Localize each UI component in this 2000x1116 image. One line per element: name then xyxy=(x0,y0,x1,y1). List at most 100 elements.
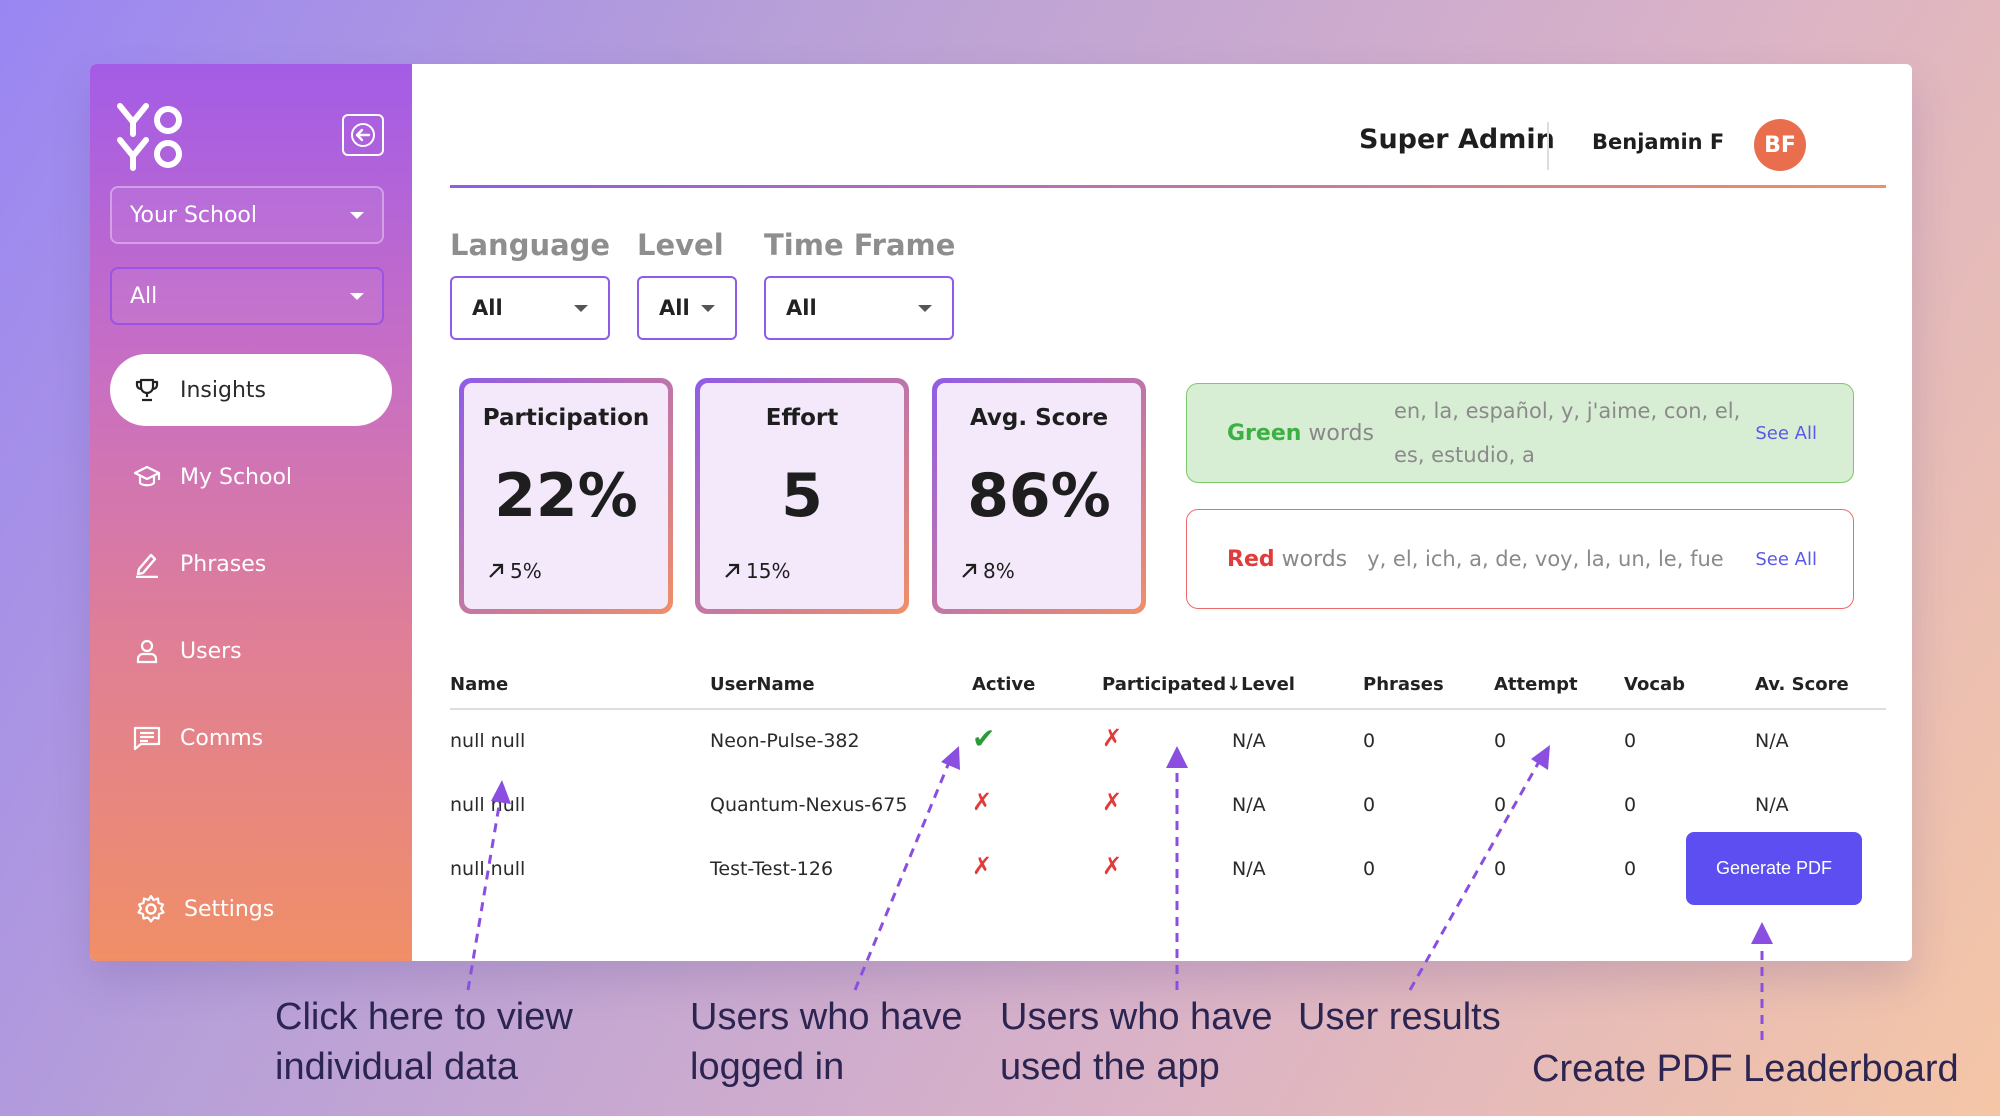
chevron-down-icon xyxy=(350,211,364,219)
arrow-left-icon xyxy=(351,123,375,147)
active-check-icon: ✔ xyxy=(972,722,996,755)
cell-level: N/A xyxy=(1232,794,1266,816)
caption-logged-in: Users who have logged in xyxy=(690,992,962,1092)
col-participated-level[interactable]: Participated↓Level xyxy=(1102,674,1295,695)
col-attempt[interactable]: Attempt xyxy=(1494,674,1578,695)
effort-card: Effort 5 15% xyxy=(695,378,909,614)
cell-name[interactable]: null null xyxy=(450,858,526,880)
cell-vocab: 0 xyxy=(1624,794,1637,816)
timeframe-select-value: All xyxy=(786,296,817,320)
stat-trend-value: 15% xyxy=(746,559,791,583)
caption-individual-data: Click here to view individual data xyxy=(275,992,573,1092)
stat-trend-value: 5% xyxy=(510,559,542,583)
cell-phrases: 0 xyxy=(1363,730,1376,752)
green-label-rest: words xyxy=(1308,420,1374,446)
arrow-up-right-icon xyxy=(962,563,977,578)
cell-vocab: 0 xyxy=(1624,730,1637,752)
caption-line: User results xyxy=(1298,996,1501,1038)
stat-value: 86% xyxy=(967,461,1111,531)
users-table: Name UserName Active Participated↓Level … xyxy=(450,664,1886,902)
cell-name[interactable]: null null xyxy=(450,730,526,752)
col-active[interactable]: Active xyxy=(972,674,1036,695)
level-filter-label: Level xyxy=(637,228,724,262)
see-all-green-link[interactable]: See All xyxy=(1755,422,1817,444)
arrow-up-right-icon xyxy=(725,563,740,578)
green-words-panel: Green words en, la, español, y, j'aime, … xyxy=(1186,383,1854,483)
participated-cross-icon: ✗ xyxy=(1102,852,1123,880)
table-row[interactable]: null null Neon-Pulse-382 ✔ ✗ N/A 0 0 0 N… xyxy=(450,710,1886,774)
sidebar-item-my-school[interactable]: My School xyxy=(110,441,392,513)
caption-user-results: User results xyxy=(1298,992,1501,1042)
participated-cross-icon: ✗ xyxy=(1102,788,1123,816)
school-select[interactable]: Your School xyxy=(110,186,384,244)
user-icon xyxy=(132,636,162,666)
participated-cross-icon: ✗ xyxy=(1102,724,1123,752)
trophy-icon xyxy=(132,375,162,405)
header-divider-line xyxy=(450,185,1886,188)
caption-line: used the app xyxy=(1000,1046,1220,1088)
sidebar-item-insights[interactable]: Insights xyxy=(110,354,392,426)
generate-pdf-button[interactable]: Generate PDF xyxy=(1686,832,1862,905)
sidebar-item-comms[interactable]: Comms xyxy=(110,702,392,774)
cell-av-score: N/A xyxy=(1755,794,1789,816)
cell-attempt: 0 xyxy=(1494,858,1507,880)
timeframe-filter-label: Time Frame xyxy=(764,228,956,262)
cell-level: N/A xyxy=(1232,730,1266,752)
caption-line: Users who have xyxy=(1000,996,1273,1038)
chevron-down-icon xyxy=(918,304,932,312)
sidebar-item-phrases[interactable]: Phrases xyxy=(110,528,392,600)
table-row[interactable]: null null Quantum-Nexus-675 ✗ ✗ N/A 0 0 … xyxy=(450,774,1886,838)
sidebar-item-label: My School xyxy=(180,464,293,490)
green-label-color: Green xyxy=(1227,420,1302,446)
main-content: Super Admin Benjamin F BF Language All L… xyxy=(412,64,1912,961)
caption-line: Create PDF Leaderboard xyxy=(1532,1048,1959,1090)
col-vocab[interactable]: Vocab xyxy=(1624,674,1686,695)
stat-trend: 8% xyxy=(959,559,1015,583)
see-all-red-link[interactable]: See All xyxy=(1755,548,1817,570)
red-words-label: Red words xyxy=(1227,547,1347,572)
avatar[interactable]: BF xyxy=(1754,119,1806,171)
red-words-list: y, el, ich, a, de, voy, la, un, le, fue xyxy=(1367,547,1724,571)
col-phrases[interactable]: Phrases xyxy=(1363,674,1444,695)
sidebar-item-settings[interactable]: Settings xyxy=(136,894,274,924)
sidebar-item-label: Users xyxy=(180,638,242,664)
active-cross-icon: ✗ xyxy=(972,788,993,816)
participation-card: Participation 22% 5% xyxy=(459,378,673,614)
red-label-color: Red xyxy=(1227,546,1275,572)
stat-trend-value: 8% xyxy=(983,559,1015,583)
language-select[interactable]: All xyxy=(450,276,610,340)
sidebar-item-label: Phrases xyxy=(180,551,267,577)
class-select-value: All xyxy=(130,283,158,309)
cell-phrases: 0 xyxy=(1363,858,1376,880)
timeframe-select[interactable]: All xyxy=(764,276,954,340)
table-row[interactable]: null null Test-Test-126 ✗ ✗ N/A 0 0 0 xyxy=(450,838,1886,902)
caption-used-app: Users who have used the app xyxy=(1000,992,1272,1092)
cell-name[interactable]: null null xyxy=(450,794,526,816)
collapse-sidebar-button[interactable] xyxy=(342,114,384,156)
caption-line: Users who have xyxy=(690,996,963,1038)
col-name[interactable]: Name xyxy=(450,674,509,695)
sidebar-item-users[interactable]: Users xyxy=(110,615,392,687)
avg-score-card: Avg. Score 86% 8% xyxy=(932,378,1146,614)
caption-line: Click here to view xyxy=(275,996,573,1038)
cell-av-score: N/A xyxy=(1755,730,1789,752)
green-words-list: en, la, español, y, j'aime, con, el, es,… xyxy=(1393,399,1741,467)
app-window: Your School All Insights My School xyxy=(90,64,1912,961)
cell-username: Quantum-Nexus-675 xyxy=(710,794,908,816)
green-words-label: Green words xyxy=(1227,421,1374,446)
header-divider xyxy=(1547,122,1549,170)
language-select-value: All xyxy=(472,296,503,320)
stat-trend: 15% xyxy=(722,559,790,583)
level-select[interactable]: All xyxy=(637,276,737,340)
class-select[interactable]: All xyxy=(110,267,384,325)
sidebar-item-label: Insights xyxy=(180,377,267,403)
caption-pdf-leaderboard: Create PDF Leaderboard xyxy=(1532,1044,1959,1094)
active-cross-icon: ✗ xyxy=(972,852,993,880)
stat-value: 22% xyxy=(494,461,638,531)
stat-title: Avg. Score xyxy=(969,405,1109,431)
col-username[interactable]: UserName xyxy=(710,674,815,695)
stat-title: Effort xyxy=(765,405,839,431)
sidebar-item-label: Comms xyxy=(180,725,264,751)
col-av-score[interactable]: Av. Score xyxy=(1755,674,1849,695)
pencil-icon xyxy=(132,549,162,579)
